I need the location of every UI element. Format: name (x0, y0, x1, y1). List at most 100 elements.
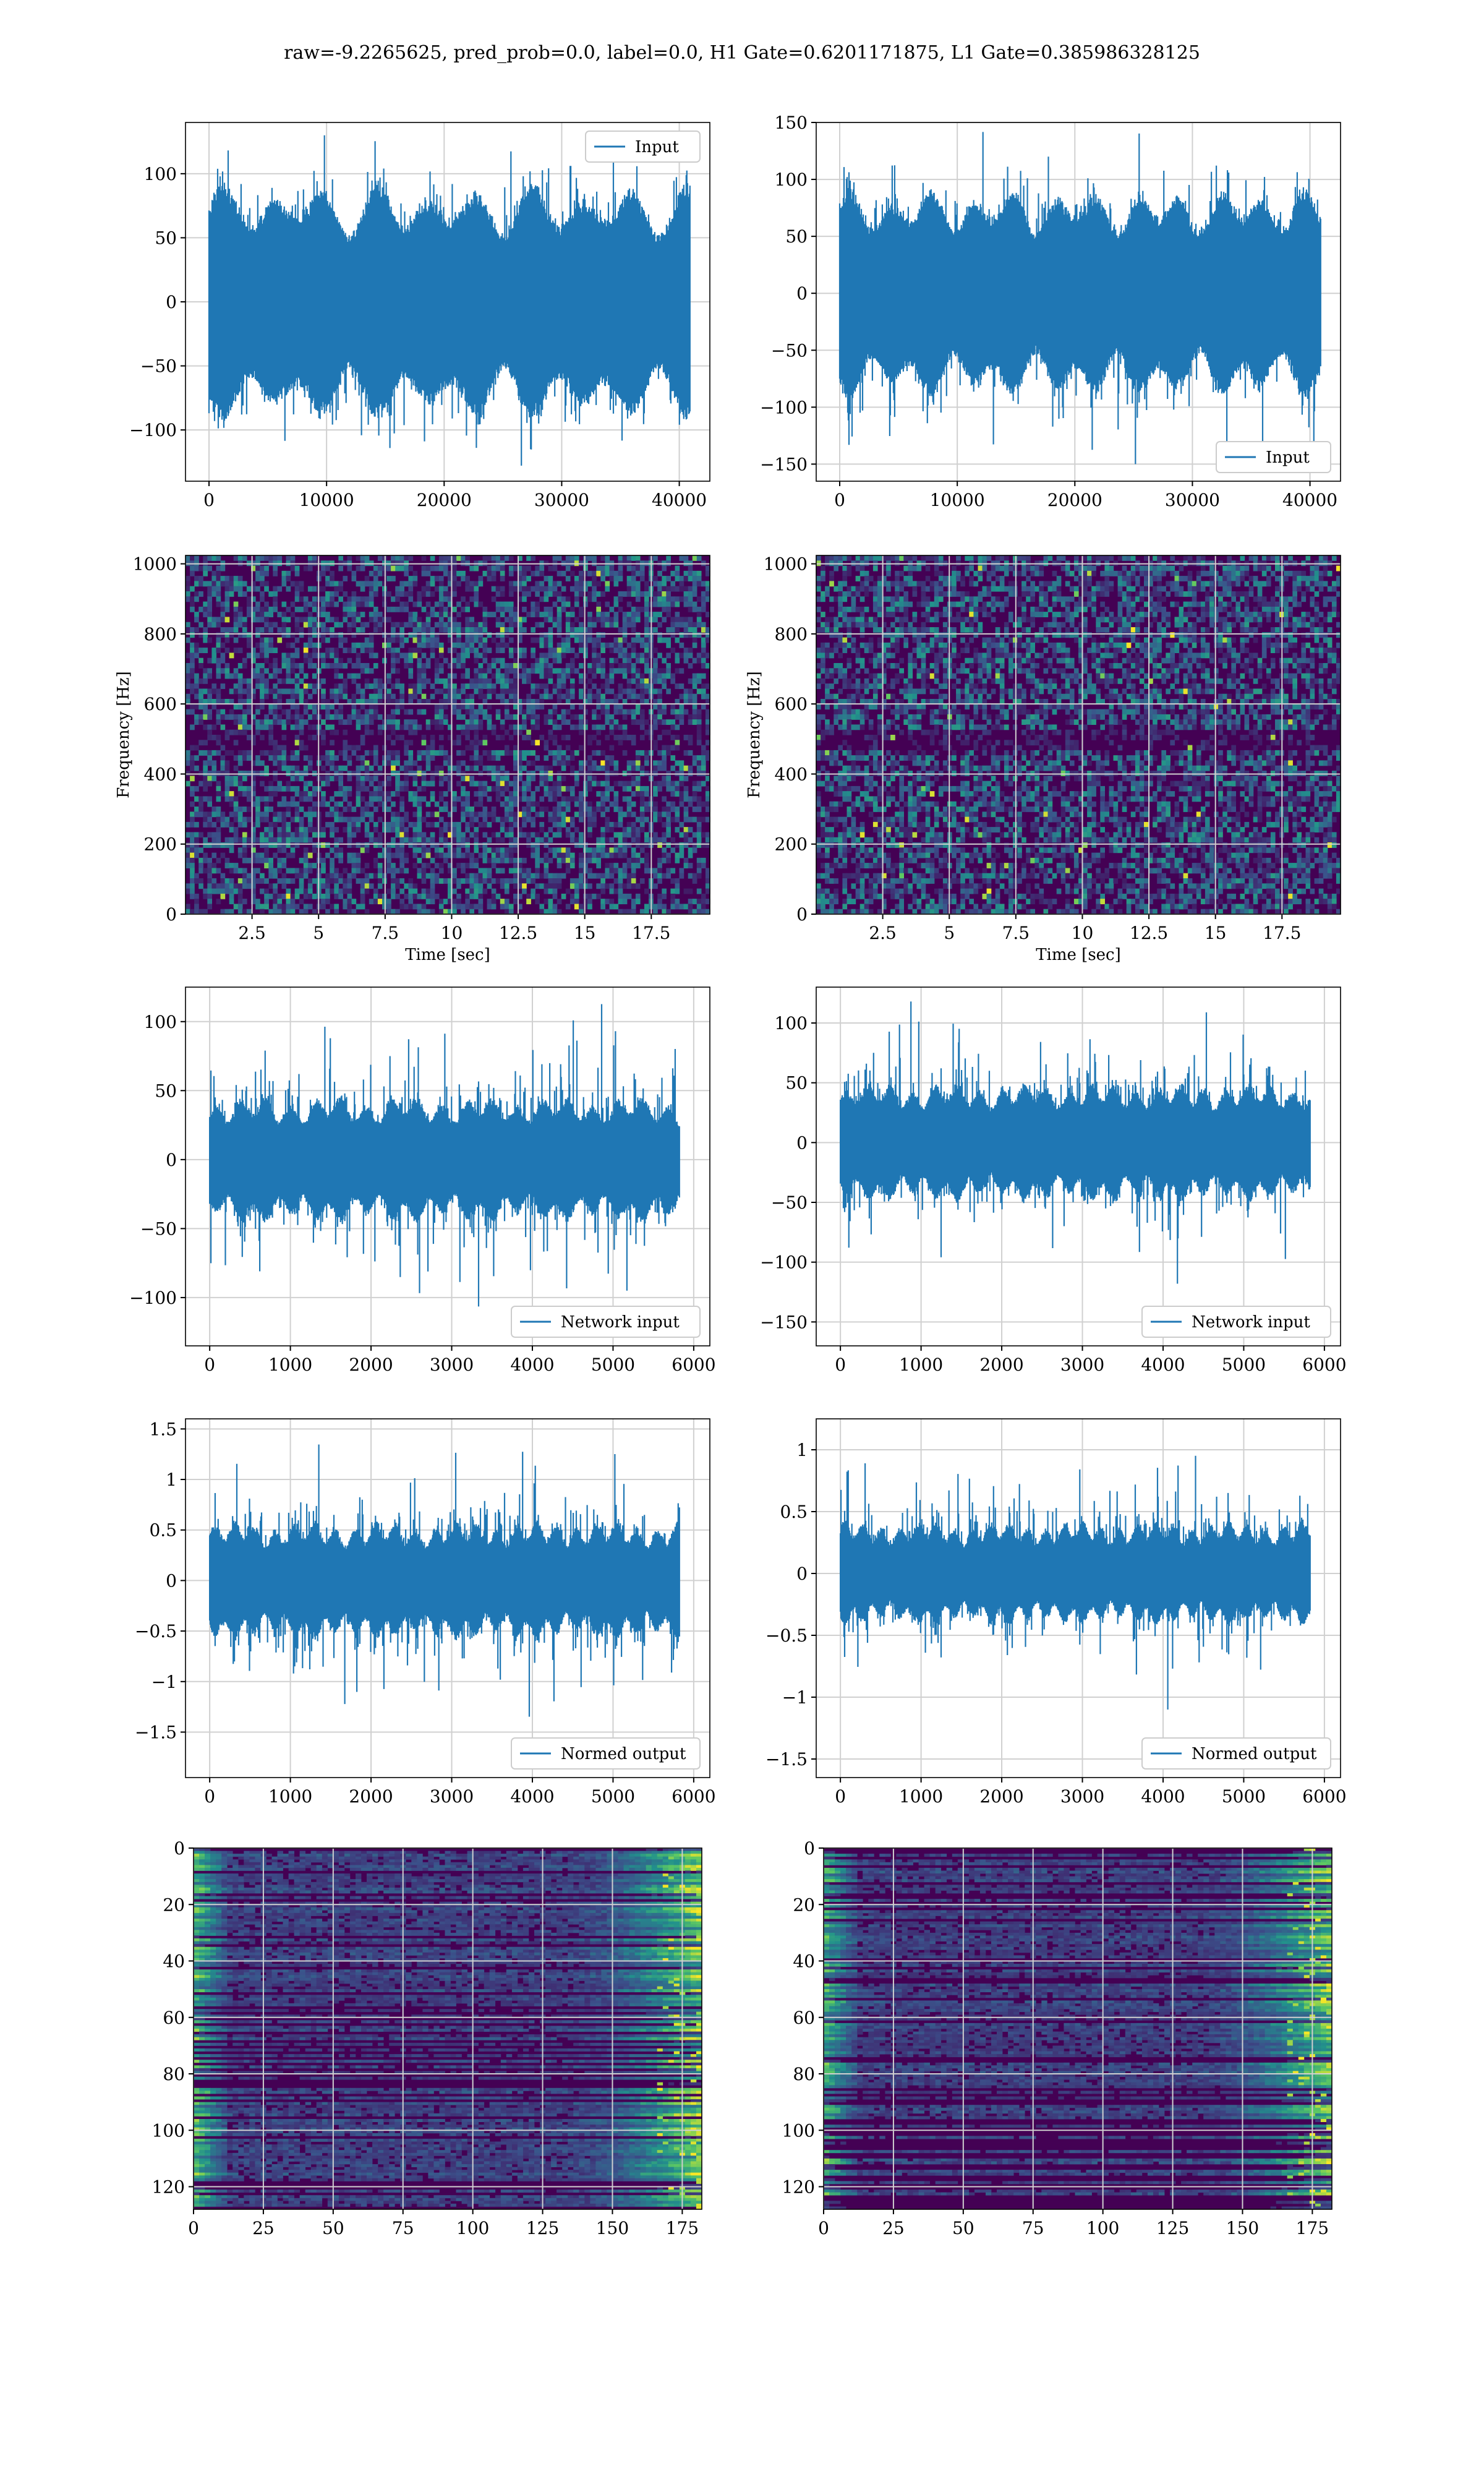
heatmap-cell (198, 591, 203, 597)
heatmap-cell (211, 699, 217, 704)
heatmap-cell (705, 596, 710, 602)
heatmap-cell (273, 683, 278, 689)
heatmap-cell (452, 765, 457, 771)
heatmap-cell (395, 776, 400, 782)
heatmap-cell (609, 714, 615, 720)
heatmap-cell (417, 642, 422, 648)
heatmap-cell (211, 863, 217, 868)
heatmap-cell (696, 714, 702, 720)
heatmap-cell (321, 627, 326, 633)
heatmap-cell (246, 709, 252, 715)
heatmap-cell (448, 612, 453, 617)
heatmap-cell (194, 899, 199, 904)
heatmap-cell (1004, 555, 1009, 561)
heatmap-cell (343, 785, 348, 792)
heatmap-cell (299, 868, 304, 874)
heatmap-cell (233, 811, 239, 818)
heatmap-cell (343, 576, 348, 581)
heatmap-cell (312, 863, 317, 868)
heatmap-cell (438, 827, 444, 833)
heatmap-cell (692, 693, 697, 700)
heatmap-cell (430, 791, 435, 797)
heatmap-cell (404, 740, 409, 746)
heatmap-cell (417, 807, 422, 812)
heatmap-cell (587, 612, 592, 617)
heatmap-cell (233, 668, 239, 674)
heatmap-cell (421, 565, 427, 571)
heatmap-cell (448, 648, 453, 653)
heatmap-cell (679, 765, 684, 771)
heatmap-cell (347, 807, 352, 812)
heatmap-cell (635, 704, 641, 710)
heatmap-cell (500, 699, 505, 704)
heatmap-cell (518, 904, 522, 910)
heatmap-cell (251, 688, 256, 695)
heatmap-cell (618, 648, 623, 653)
heatmap-cell (255, 816, 260, 823)
heatmap-cell (522, 883, 527, 889)
heatmap-cell (438, 832, 444, 838)
heatmap-cell (705, 888, 710, 894)
heatmap-cell (561, 653, 566, 659)
heatmap-cell (242, 847, 247, 854)
heatmap-cell (631, 612, 636, 617)
heatmap-cell (364, 847, 370, 854)
heatmap-cell (281, 893, 287, 899)
heatmap-cell (273, 740, 278, 746)
heatmap-cell (242, 873, 247, 879)
heatmap-cell (395, 683, 400, 689)
heatmap-cell (508, 688, 514, 695)
heatmap-cell (438, 745, 444, 751)
heatmap-cell (434, 719, 440, 725)
heatmap-cell (373, 760, 378, 766)
heatmap-cell (478, 821, 484, 828)
heatmap-cell (556, 555, 562, 561)
heatmap-cell (233, 714, 239, 720)
heatmap-cell (929, 555, 935, 561)
heatmap-cell (487, 847, 492, 854)
heatmap-cell (190, 724, 195, 730)
heatmap-cell (522, 714, 527, 720)
heatmap-cell (281, 878, 287, 884)
heatmap-cell (508, 683, 514, 689)
heatmap-cell (290, 909, 296, 915)
heatmap-cell (203, 816, 208, 823)
heatmap-cell (277, 909, 283, 915)
heatmap-cell (456, 781, 461, 787)
heatmap-cell (626, 678, 632, 684)
heatmap-cell (631, 714, 636, 720)
heatmap-cell (605, 791, 610, 797)
heatmap-cell (321, 893, 326, 899)
heatmap-cell (264, 612, 269, 617)
heatmap-cell (251, 785, 256, 792)
heatmap-cell (220, 842, 226, 848)
heatmap-cell (330, 847, 335, 854)
heatmap-cell (469, 627, 474, 633)
heatmap-cell (526, 796, 531, 802)
heatmap-cell (613, 781, 619, 787)
heatmap-cell (670, 893, 676, 899)
heatmap-cell (260, 683, 265, 689)
heatmap-cell (518, 883, 522, 889)
heatmap-cell (434, 601, 440, 607)
heatmap-cell (277, 904, 283, 910)
heatmap-cell (255, 642, 260, 648)
heatmap-cell (211, 842, 217, 848)
heatmap-cell (548, 709, 553, 715)
heatmap-cell (277, 714, 283, 720)
heatmap-cell (303, 755, 309, 761)
heatmap-cell (657, 868, 662, 874)
heatmap-cell (596, 807, 601, 812)
heatmap-cell (579, 904, 584, 910)
heatmap-cell (264, 801, 269, 807)
heatmap-cell (264, 637, 269, 643)
heatmap-cell (531, 714, 535, 720)
heatmap-cell (609, 570, 615, 576)
heatmap-cell (635, 760, 641, 766)
heatmap-cell (583, 642, 588, 648)
heatmap-cell (334, 709, 339, 715)
heatmap-cell (613, 576, 619, 581)
heatmap-cell (203, 765, 208, 771)
heatmap-cell (343, 637, 348, 643)
heatmap-cell (395, 699, 400, 704)
